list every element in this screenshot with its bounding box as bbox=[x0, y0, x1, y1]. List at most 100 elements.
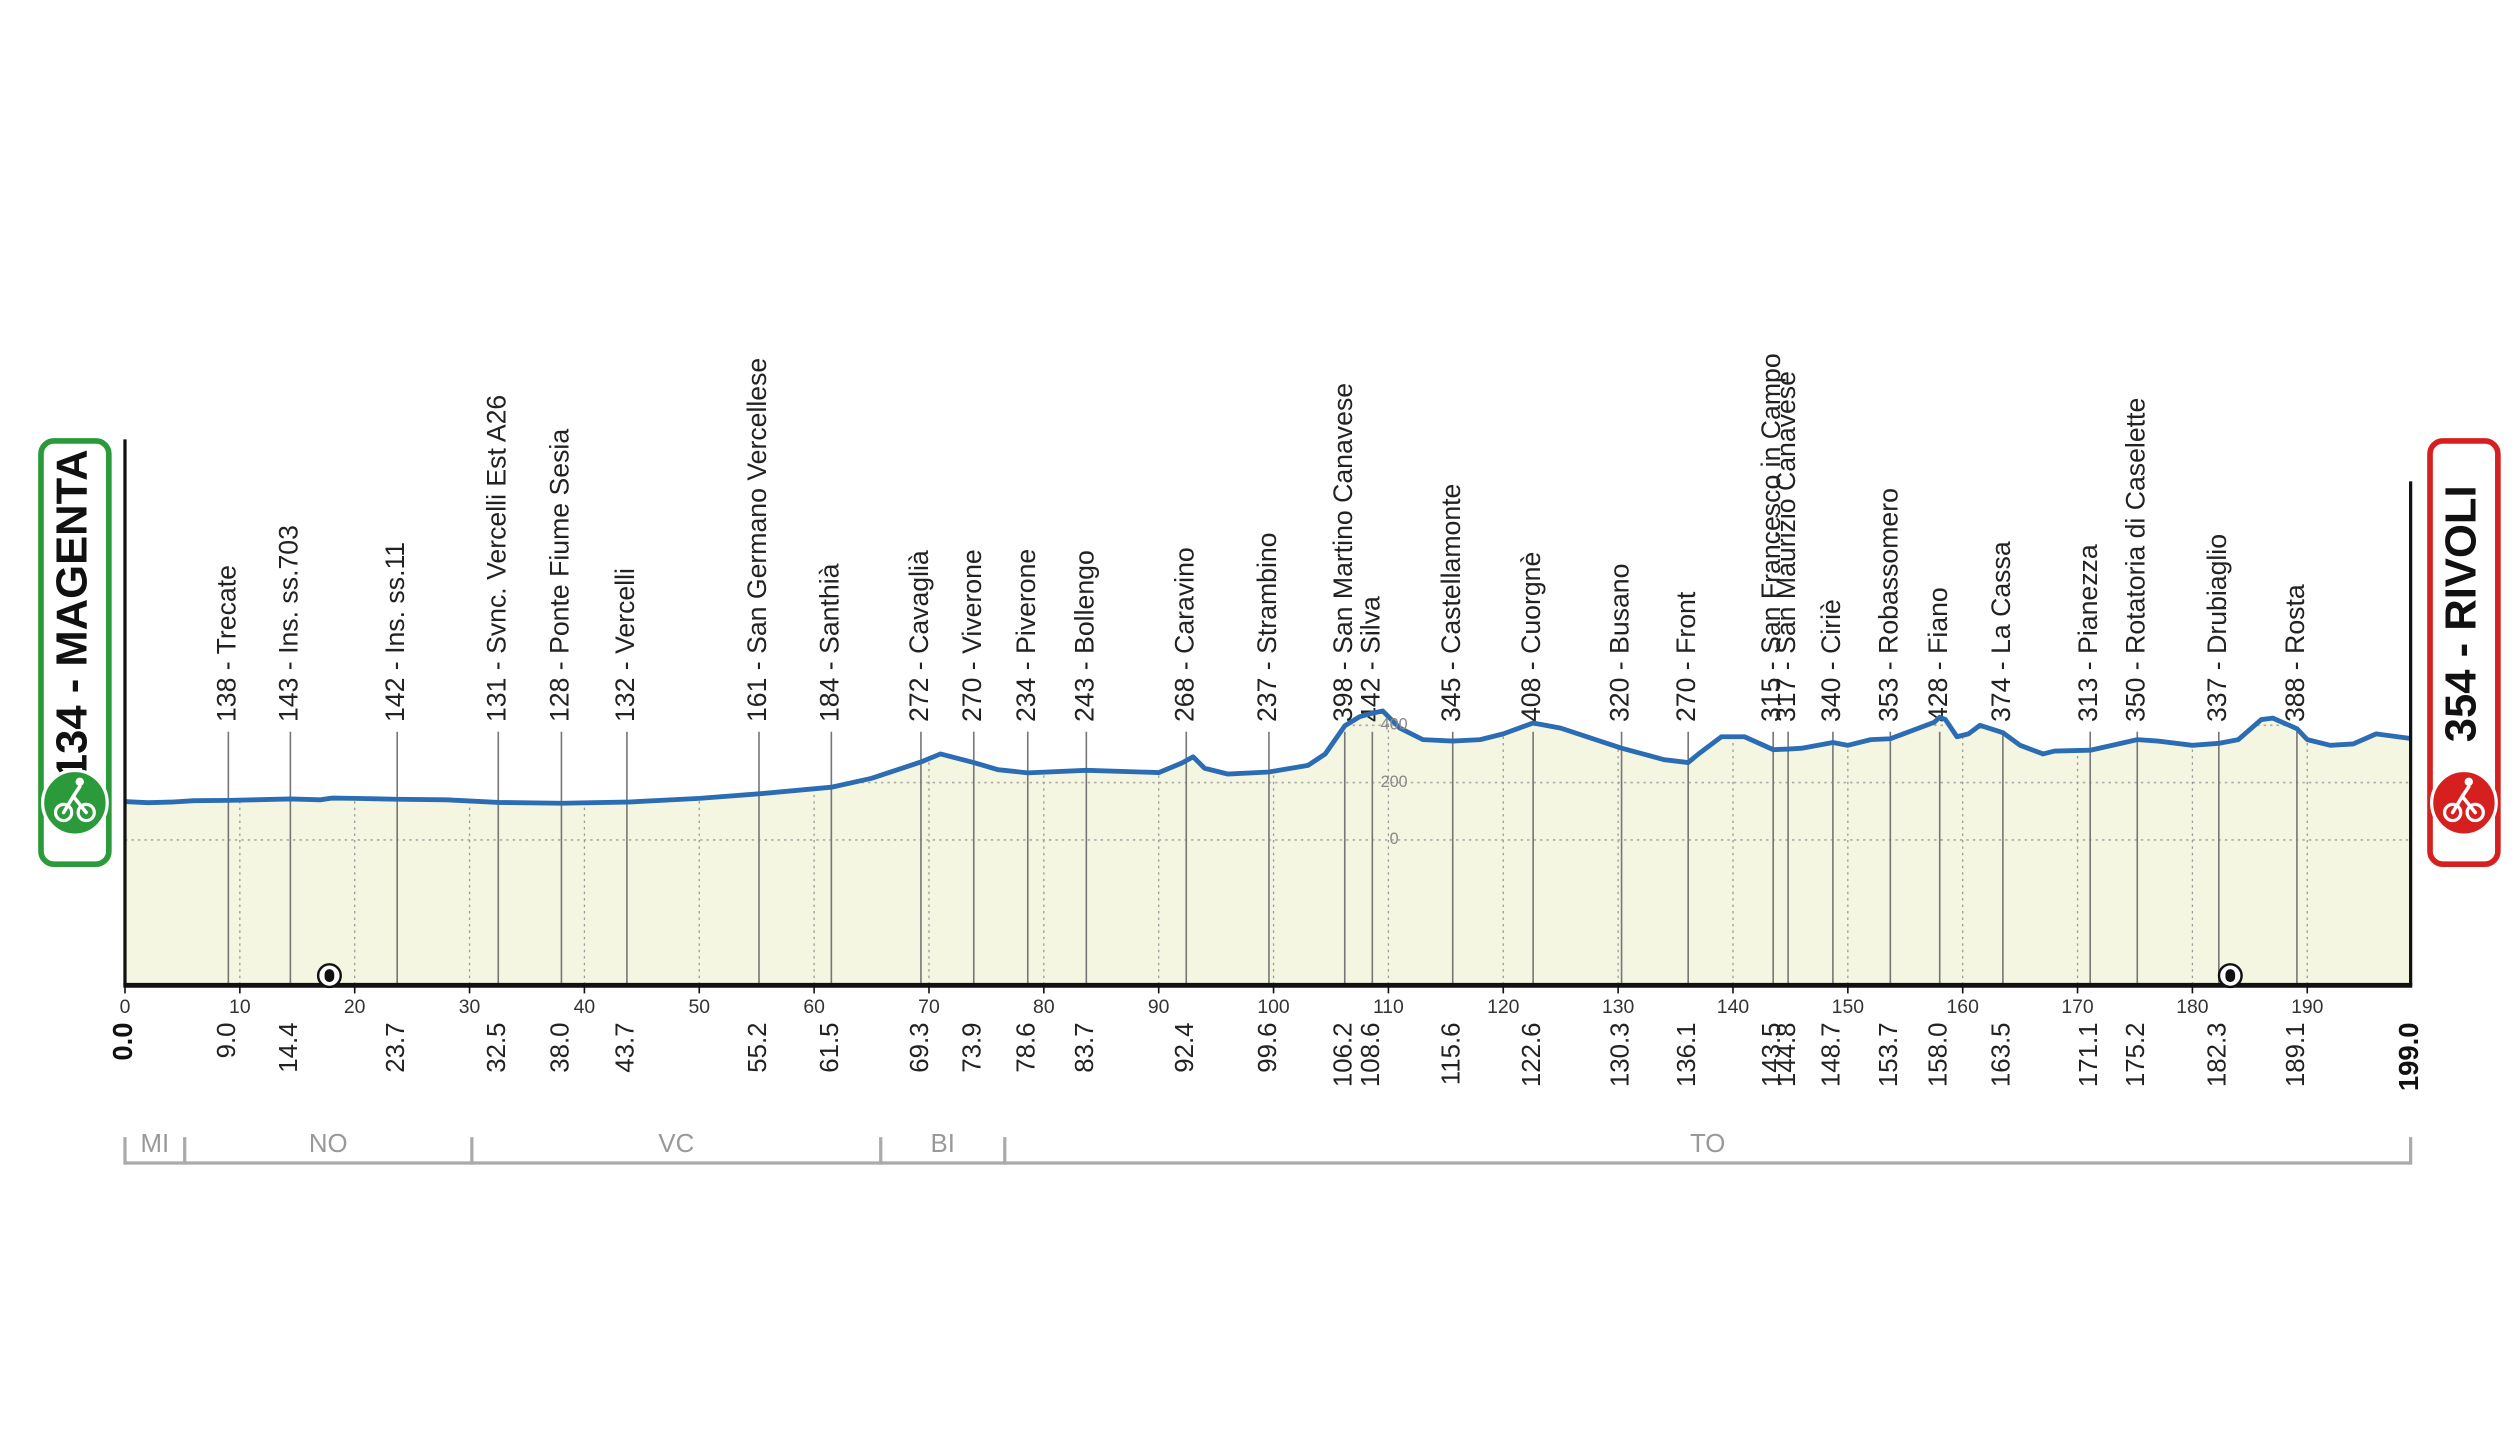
x-tick-label: 60 bbox=[803, 996, 825, 1018]
bike-head bbox=[75, 777, 84, 787]
waypoint-name: 243 - Bollengo bbox=[1069, 550, 1099, 722]
badge-frame bbox=[38, 438, 112, 868]
waypoint-name: 132 - Vercelli bbox=[610, 568, 640, 722]
profile-area bbox=[124, 710, 2411, 986]
finish-badge: 354 - RIVOLI bbox=[2427, 438, 2501, 868]
waypoint-name: 161 - San Germano Vercellese bbox=[742, 358, 772, 722]
waypoint-name: 315 - San Francesco in Campo bbox=[1756, 353, 1786, 722]
x-tick-label: 120 bbox=[1487, 996, 1520, 1018]
waypoint-km: 106.2 bbox=[1330, 1022, 1358, 1087]
waypoint-name: 313 - Pianezza bbox=[2073, 544, 2103, 722]
x-tick-label: 130 bbox=[1602, 996, 1635, 1018]
waypoint-name: 317 - San Maurizio Canavese bbox=[1771, 371, 1801, 722]
waypoint-km: 144.8 bbox=[1773, 1022, 1801, 1087]
waypoint-name: 337 - Drubiaglio bbox=[2202, 534, 2232, 722]
waypoint-km: 61.5 bbox=[816, 1022, 844, 1072]
badge-label: 134 - MAGENTA bbox=[48, 449, 96, 778]
badge-label: 354 - RIVOLI bbox=[2437, 485, 2485, 742]
profile-line bbox=[124, 708, 2411, 806]
waypoint-name: 353 - Robassomero bbox=[1873, 488, 1903, 722]
x-tick-label: 90 bbox=[1148, 996, 1170, 1018]
waypoint-km: 136.1 bbox=[1673, 1022, 1701, 1087]
x-tick-label: 160 bbox=[1947, 996, 1980, 1018]
waypoint-name: 442 - Silva bbox=[1355, 596, 1385, 722]
waypoint-name: 408 - Cuorgnè bbox=[1516, 552, 1546, 722]
waypoint-km: 108.6 bbox=[1357, 1022, 1385, 1087]
region-label: MI bbox=[140, 1130, 169, 1158]
waypoint-name: 340 - Ciriè bbox=[1816, 599, 1846, 722]
waypoint-name: 237 - Strambino bbox=[1252, 532, 1282, 722]
x-tick-label: 40 bbox=[574, 996, 596, 1018]
waypoint-name: 428 - Fiano bbox=[1923, 587, 1953, 722]
waypoint-km: 14.4 bbox=[275, 1022, 303, 1072]
waypoint-km: 115.6 bbox=[1438, 1022, 1466, 1085]
waypoint-km: 69.3 bbox=[906, 1022, 934, 1072]
waypoint-km: 163.5 bbox=[1988, 1022, 2016, 1087]
region-label: BI bbox=[931, 1130, 955, 1158]
waypoint-km: 32.5 bbox=[483, 1022, 511, 1072]
tunnel-icon bbox=[316, 963, 342, 989]
bike-wheel bbox=[53, 802, 74, 823]
region-label: NO bbox=[309, 1130, 348, 1158]
waypoint-km: 171.1 bbox=[2075, 1022, 2103, 1087]
waypoint-km: 153.7 bbox=[1875, 1022, 1903, 1087]
waypoint-km: 143.5 bbox=[1758, 1022, 1786, 1087]
waypoint-name: 131 - Svnc. Vercelli Est A26 bbox=[481, 395, 511, 722]
waypoint-km: 175.2 bbox=[2122, 1022, 2150, 1087]
start-km: 0.0 bbox=[107, 1022, 138, 1060]
x-tick-label: 70 bbox=[918, 996, 940, 1018]
waypoint-km: 23.7 bbox=[382, 1022, 410, 1072]
waypoint-km: 9.0 bbox=[213, 1022, 241, 1058]
x-tick-label: 150 bbox=[1832, 996, 1865, 1018]
waypoint-km: 148.7 bbox=[1818, 1022, 1846, 1087]
x-tick-label: 180 bbox=[2176, 996, 2209, 1018]
bike-rider bbox=[61, 784, 88, 815]
waypoint-name: 272 - Cavaglià bbox=[904, 550, 934, 722]
region-label: VC bbox=[658, 1130, 694, 1158]
x-tick-label: 190 bbox=[2291, 996, 2324, 1018]
waypoint-name: 374 - La Cassa bbox=[1986, 541, 2016, 722]
waypoint-km: 122.6 bbox=[1518, 1022, 1546, 1087]
waypoint-name: 184 - Santhià bbox=[814, 563, 844, 722]
waypoint-km: 83.7 bbox=[1071, 1022, 1099, 1072]
region-label: TO bbox=[1690, 1130, 1725, 1158]
tunnel-inner bbox=[324, 969, 335, 983]
start-badge: 134 - MAGENTA bbox=[38, 438, 112, 868]
waypoint-name: 320 - Busano bbox=[1605, 564, 1635, 722]
waypoint-km: 55.2 bbox=[744, 1022, 772, 1072]
waypoint-name: 345 - Castellamonte bbox=[1436, 484, 1466, 722]
waypoint-name: 270 - Viverone bbox=[957, 549, 987, 722]
waypoint-km: 130.3 bbox=[1606, 1022, 1634, 1087]
badge-icon-bg bbox=[2430, 768, 2498, 837]
waypoint-km: 182.3 bbox=[2204, 1022, 2232, 1087]
waypoint-km: 158.0 bbox=[1925, 1022, 1953, 1087]
waypoint-km: 92.4 bbox=[1171, 1022, 1199, 1072]
waypoint-km: 73.9 bbox=[959, 1022, 987, 1072]
waypoint-km: 43.7 bbox=[612, 1022, 640, 1072]
y-tick-label: 0 bbox=[1390, 830, 1399, 848]
tunnel-inner bbox=[2225, 969, 2236, 983]
waypoint-name: 234 - Piverone bbox=[1011, 549, 1041, 722]
x-tick-label: 100 bbox=[1257, 996, 1290, 1018]
x-tick-label: 10 bbox=[229, 996, 251, 1018]
waypoint-km: 189.1 bbox=[2282, 1022, 2310, 1087]
waypoint-name: 388 - Rosta bbox=[2280, 584, 2310, 722]
bike-wheel bbox=[76, 802, 96, 823]
waypoint-name: 270 - Front bbox=[1671, 591, 1701, 722]
tunnel-icon bbox=[2217, 963, 2243, 989]
x-tick-label: 140 bbox=[1717, 996, 1750, 1018]
bike-wheel bbox=[2465, 802, 2485, 823]
waypoint-km: 38.0 bbox=[546, 1022, 574, 1072]
bike-rider bbox=[2450, 784, 2478, 815]
bike-wheel bbox=[2442, 802, 2463, 823]
waypoint-km: 99.6 bbox=[1254, 1022, 1282, 1072]
y-tick-label: 200 bbox=[1381, 773, 1408, 791]
finish-km: 199.0 bbox=[2393, 1022, 2424, 1091]
x-tick-label: 110 bbox=[1373, 996, 1404, 1018]
x-tick-label: 80 bbox=[1033, 996, 1055, 1018]
waypoint-name: 398 - San Martino Canavese bbox=[1328, 383, 1358, 722]
